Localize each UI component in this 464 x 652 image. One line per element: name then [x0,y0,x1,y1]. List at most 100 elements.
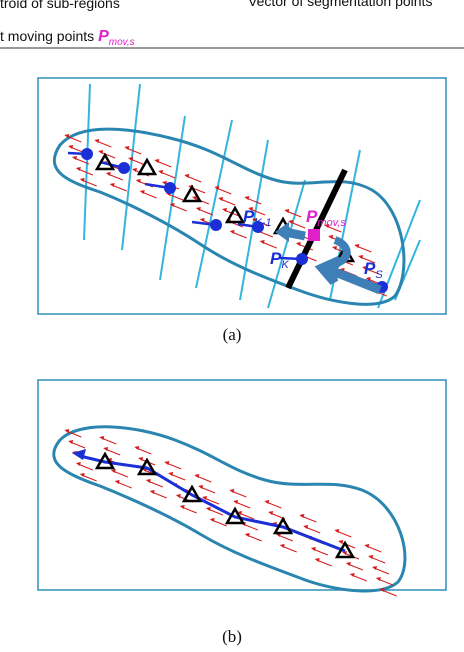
flow-head [303,525,309,529]
segment-point [210,219,222,231]
flow-arrow [246,197,262,205]
flow-head [288,220,294,224]
flow-head [168,472,174,476]
flow-head [79,178,85,182]
legend-moving: t moving points Pmov,s [0,28,135,48]
flow-arrow [304,526,321,534]
flow-arrow [156,160,172,168]
segment-points [67,148,388,293]
flow-head [75,462,81,466]
moving-point [308,229,320,241]
flow-arrow [216,187,232,195]
flow-head [354,244,360,248]
flow-head [332,246,337,250]
flow-head [233,500,239,504]
flow-head [64,429,70,433]
flow-arrow [242,523,259,531]
flow-arrow [281,545,297,553]
caption-a: (a) [223,325,242,344]
flow-head [98,150,104,154]
flow-arrow [286,210,302,218]
flow-head [268,511,274,515]
flow-arrow [199,486,216,494]
flow-arrow [159,171,176,179]
flow-head [244,196,250,200]
flow-head [134,446,140,450]
legend-vector: Vector of segmentation points [248,0,432,9]
segment-line [195,119,233,289]
flow-arrow [347,563,364,571]
flow-head [244,533,250,537]
flow-head [169,203,175,207]
flow-arrow [141,191,157,199]
flow-head [375,577,381,581]
flow-head [279,544,285,548]
flow-head [192,196,197,200]
flow-arrow [112,470,129,478]
flow-head [214,186,220,190]
flow-arrows-b [64,429,397,597]
centroid [181,184,203,203]
legend-symbol: P [98,28,109,45]
centroid [224,205,246,224]
flow-head [229,489,235,493]
segment-point [164,182,176,194]
flow-arrow [356,245,372,253]
flow-arrow [336,530,352,538]
flow-arrow [301,515,317,523]
legend-moving-text: t moving points [0,28,98,44]
flow-head [218,197,224,201]
flow-arrow [238,512,255,520]
flow-head [364,544,370,548]
flow-head [345,562,351,566]
flow-arrow [186,175,202,183]
move-arrow [275,222,289,242]
flow-arrow [129,158,146,166]
flow-arrow [77,463,94,471]
flow-head [94,139,100,143]
flow-arrow [66,430,82,438]
flow-arrow [277,534,294,542]
flow-head [295,242,301,246]
flow-head [139,190,145,194]
flow-arrow [66,135,82,143]
flow-head [132,168,137,172]
rotate-arrow [331,236,351,268]
flow-head [205,507,211,511]
flow-head [259,240,265,244]
flow-head [164,461,170,465]
flow-head [124,146,130,150]
flow-head [175,494,181,498]
flow-head [314,558,320,562]
flow-arrow [96,140,112,148]
label-pk1: PK-1 [243,207,271,229]
symbol: P [306,207,318,226]
flow-arrow [316,559,332,567]
flow-head [299,514,305,518]
flow-arrow [359,256,376,264]
vector-head [72,449,86,460]
flow-head [222,208,227,212]
flow-arrow [203,497,220,505]
flow-arrow [234,501,251,509]
centroids-b [94,451,356,559]
flow-arrow [326,225,342,233]
flow-arrow [181,506,197,514]
centroid [181,484,203,503]
centroid [334,540,356,559]
flow-arrow [249,208,266,216]
flow-arrow [81,179,97,187]
flow-arrow [136,447,152,455]
flow-head [338,540,344,544]
flow-arrow [381,589,397,597]
flow-arrow [111,184,127,192]
flow-head [79,473,85,477]
flow-head [114,480,120,484]
flow-head [99,436,105,440]
flow-arrow [211,519,227,527]
centroid [94,152,116,171]
flow-arrow [261,241,277,249]
flow-arrow [151,491,167,499]
flow-head [128,157,134,161]
